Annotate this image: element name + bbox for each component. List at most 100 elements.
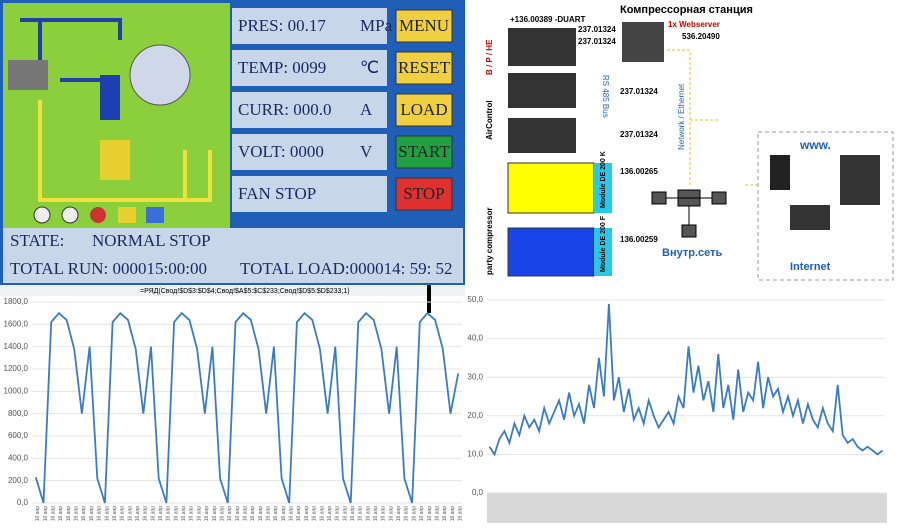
button-label: START bbox=[398, 142, 450, 161]
internet: Internet bbox=[790, 261, 831, 273]
x-tick-label: 16.апр bbox=[196, 506, 202, 521]
y-tick-label: 600,0 bbox=[8, 431, 29, 440]
x-tick-label: 16.апр bbox=[120, 506, 126, 521]
y-tick-label: 1200,0 bbox=[4, 364, 29, 373]
x-tick-label: 16.апр bbox=[104, 506, 110, 521]
x-tick-label: 16.апр bbox=[112, 506, 118, 521]
total-load: TOTAL LOAD:000014: 59: 52 bbox=[240, 259, 453, 278]
fan bbox=[129, 44, 191, 106]
device bbox=[508, 28, 576, 66]
x-tick-label: 16.апр bbox=[396, 506, 402, 521]
x-tick-label: 16.апр bbox=[335, 506, 341, 521]
party: party compressor bbox=[485, 207, 494, 275]
x-tick-label: 16.апр bbox=[319, 506, 325, 521]
status-bar bbox=[3, 228, 463, 283]
x-tick-label: 16.апр bbox=[81, 506, 87, 521]
separator bbox=[100, 75, 120, 120]
x-tick-label: 16.апр bbox=[219, 506, 225, 521]
button[interactable] bbox=[395, 93, 453, 127]
x-label-band bbox=[487, 493, 887, 523]
module-label: Module DE 200 F bbox=[600, 215, 607, 272]
x-tick-label: 16.апр bbox=[150, 506, 156, 521]
x-tick-label: 16.апр bbox=[212, 506, 218, 521]
y-tick-label: 40,0 bbox=[467, 334, 483, 343]
button[interactable] bbox=[395, 51, 453, 85]
module-label: Module DE 200 K bbox=[600, 151, 607, 208]
x-tick-label: 16.апр bbox=[235, 506, 241, 521]
network: Network / Ethernet bbox=[677, 83, 686, 150]
aircontrol: AirControl bbox=[485, 100, 494, 140]
button[interactable] bbox=[395, 9, 453, 43]
x-tick-label: 16.апр bbox=[296, 506, 302, 521]
y-tick-label: 10,0 bbox=[467, 450, 483, 459]
value-panel bbox=[232, 92, 387, 128]
x-tick-label: 16.апр bbox=[181, 506, 187, 521]
diagram-title: Компрессорная станция bbox=[620, 4, 753, 16]
value-panel bbox=[232, 134, 387, 170]
webserver-device bbox=[622, 22, 664, 62]
x-tick-label: 16.апр bbox=[266, 506, 272, 521]
x-tick-label: 16.апр bbox=[342, 506, 348, 521]
icons bbox=[33, 206, 164, 224]
x-tick-label: 16.апр bbox=[258, 506, 264, 521]
tank bbox=[100, 140, 130, 180]
button-label: STOP bbox=[403, 184, 444, 203]
module-box bbox=[594, 228, 612, 276]
x-tick-label: 16.апр bbox=[66, 506, 72, 521]
y-tick-label: 400,0 bbox=[8, 453, 29, 462]
x-tick-label: 16.апр bbox=[143, 506, 149, 521]
code: 237.01324 bbox=[578, 25, 616, 34]
x-tick-label: 16.апр bbox=[312, 506, 318, 521]
x-tick-label: 16.апр bbox=[173, 506, 179, 521]
x-tick-label: 16.апр bbox=[158, 506, 164, 521]
lan-icon bbox=[651, 189, 727, 238]
button[interactable] bbox=[395, 135, 453, 169]
bphe: B / P / HE bbox=[485, 39, 494, 75]
x-tick-label: 16.апр bbox=[227, 506, 233, 521]
code: 237.01324 bbox=[620, 87, 658, 96]
code: 237.01324 bbox=[620, 130, 658, 139]
value-label: PRES: 00.17 bbox=[238, 16, 326, 35]
x-tick-label: 16.апр bbox=[97, 506, 103, 521]
code: 237.01324 bbox=[578, 37, 616, 46]
y-tick-label: 0,0 bbox=[472, 488, 484, 497]
bus: RS 485 Bus bbox=[601, 75, 610, 118]
x-tick-label: 16.апр bbox=[281, 506, 287, 521]
x-tick-label: 16.апр bbox=[450, 506, 456, 521]
x-tick-label: 16.апр bbox=[457, 506, 463, 521]
y-tick-label: 50,0 bbox=[467, 295, 483, 304]
x-tick-label: 16.апр bbox=[289, 506, 295, 521]
y-tick-label: 20,0 bbox=[467, 411, 483, 420]
y-tick-label: 1400,0 bbox=[4, 342, 29, 351]
y-tick-label: 1000,0 bbox=[4, 386, 29, 395]
unit: V bbox=[360, 142, 373, 161]
webserver: 1x Webserver bbox=[668, 20, 720, 29]
button-label: RESET bbox=[398, 58, 451, 77]
button[interactable] bbox=[395, 177, 453, 211]
x-tick-label: 16.апр bbox=[365, 506, 371, 521]
x-tick-label: 16.апр bbox=[127, 506, 133, 521]
y-tick-label: 200,0 bbox=[8, 476, 29, 485]
x-tick-label: 16.апр bbox=[373, 506, 379, 521]
formula: =РЯД(Свод!$D$3:$D$4;Свод!$A$5:$C$233;Сво… bbox=[140, 288, 350, 295]
unit: MPa bbox=[360, 16, 393, 35]
x-tick-label: 16.апр bbox=[204, 506, 210, 521]
x-tick-label: 16.апр bbox=[89, 506, 95, 521]
x-tick-label: 16.апр bbox=[166, 506, 172, 521]
formula-bar bbox=[0, 286, 465, 296]
state: NORMAL STOP bbox=[92, 231, 211, 250]
device bbox=[508, 73, 576, 108]
phone bbox=[770, 155, 790, 190]
state-label: STATE: bbox=[10, 231, 64, 250]
value-label: CURR: 000.0 bbox=[238, 100, 332, 119]
device bbox=[508, 118, 576, 153]
value-label: VOLT: 0000 bbox=[238, 142, 324, 161]
x-tick-label: 16.апр bbox=[411, 506, 417, 521]
x-tick-label: 16.апр bbox=[388, 506, 394, 521]
total-run: TOTAL RUN: 000015:00:00 bbox=[10, 259, 207, 278]
value-panel bbox=[232, 8, 387, 44]
value-panel bbox=[232, 50, 387, 86]
code: +136.00389 -DUART bbox=[510, 15, 585, 24]
lan: Внутр.сеть bbox=[662, 247, 722, 259]
